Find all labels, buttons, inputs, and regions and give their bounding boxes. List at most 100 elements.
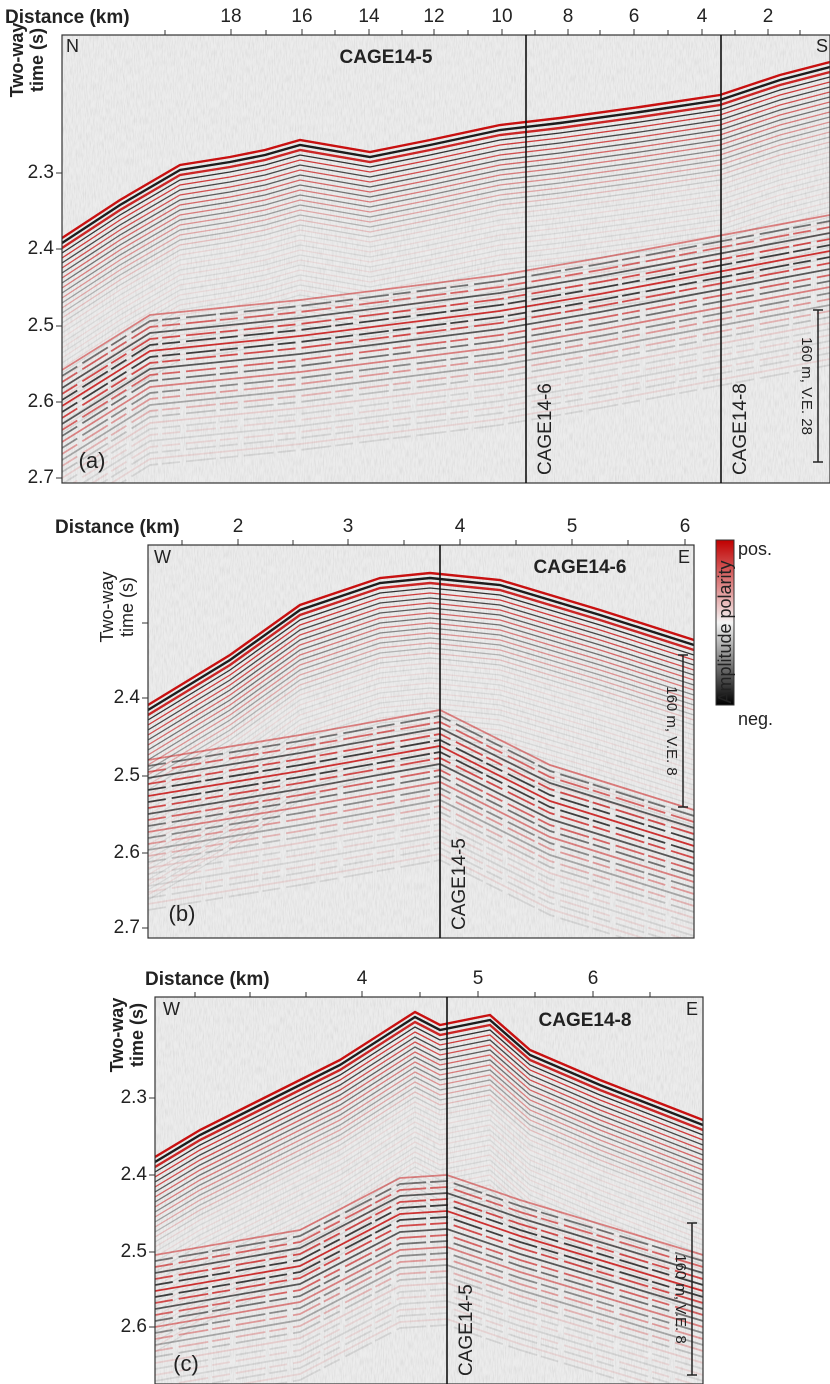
reflector (62, 316, 830, 473)
reflector (155, 1036, 703, 1183)
x-tick-label: 5 (567, 516, 578, 537)
reflector (62, 298, 830, 455)
reflector (148, 576, 694, 712)
y-axis-title: Two-way (97, 571, 117, 642)
panel-label: (a) (79, 448, 106, 473)
x-tick-label: 12 (423, 6, 444, 27)
reflector (155, 1186, 703, 1268)
y-tick-label: 2.5 (114, 765, 140, 786)
y-tick-label: 2.5 (121, 1241, 147, 1262)
reflector (155, 1111, 703, 1258)
reflector (62, 181, 830, 359)
reflector (155, 1020, 703, 1169)
x-axis-title: Distance (km) (145, 969, 270, 990)
y-tick-label: 2.5 (28, 315, 54, 336)
reflector (62, 220, 830, 377)
reflector (62, 211, 830, 389)
reflector (148, 747, 694, 881)
y-axis-title: time (s) (27, 28, 47, 92)
corner-label: S (816, 36, 828, 56)
reflector (148, 602, 694, 736)
reflector (155, 1141, 703, 1288)
reflector (155, 1091, 703, 1238)
reflector (148, 607, 694, 741)
panel-label: (c) (173, 1351, 199, 1376)
reflector (148, 647, 694, 781)
reflector (62, 304, 830, 461)
reflector (148, 597, 694, 731)
noise (155, 997, 703, 1384)
reflector (148, 677, 694, 811)
reflector (155, 1121, 703, 1268)
reflector (155, 1270, 703, 1352)
reflector (62, 216, 830, 394)
reflector (271, 1324, 637, 1384)
x-axis-title: Distance (km) (55, 517, 180, 538)
colorbar-title: Amplitude polarity (715, 560, 735, 703)
x-tick-label: 4 (697, 6, 708, 27)
reflector (155, 1258, 703, 1340)
reflector (155, 1252, 703, 1334)
y-tick-label: 2.6 (121, 1316, 147, 1337)
reflector (148, 592, 694, 726)
reflector (155, 1294, 703, 1376)
reflector (148, 617, 694, 751)
reflector (62, 111, 830, 289)
reflector (62, 156, 830, 334)
reflector (148, 757, 694, 891)
reflector (155, 1206, 703, 1353)
reflector (148, 571, 694, 707)
reflector (148, 652, 694, 786)
reflector (148, 672, 694, 806)
y-axis-title: time (s) (127, 1003, 147, 1067)
reflector (155, 1076, 703, 1223)
reflector (155, 1101, 703, 1248)
reflector (81, 340, 830, 483)
reflector (62, 280, 830, 437)
reflector (155, 1056, 703, 1203)
reflector (155, 1031, 703, 1178)
reflector (90, 346, 830, 483)
corner-label: E (678, 547, 690, 567)
colorbar-bottom: neg. (738, 709, 773, 729)
reflector (148, 752, 694, 886)
reflector (62, 81, 830, 259)
reflector (155, 1161, 703, 1308)
y-tick-label: 2.3 (28, 162, 54, 183)
reflector (148, 662, 694, 796)
reflector (62, 186, 830, 364)
reflector (62, 206, 830, 384)
reflector (119, 364, 830, 483)
reflector (71, 334, 830, 483)
seismic-image (148, 545, 694, 938)
reflector (62, 286, 830, 443)
y-axis-title: Two-way (7, 23, 27, 98)
reflector (155, 1234, 703, 1316)
reflector (155, 1210, 703, 1292)
frame (147, 544, 695, 939)
reflector (155, 1282, 703, 1364)
scale-label: 160 m, V.E. 8 (672, 1254, 689, 1344)
reflector (62, 328, 830, 483)
reflector (62, 60, 830, 240)
reflector (155, 1176, 703, 1323)
reflector (62, 116, 830, 294)
reflector (155, 1051, 703, 1198)
reflector (148, 632, 694, 766)
crossing-label: CAGE14-6 (535, 383, 556, 475)
reflector (155, 1046, 703, 1193)
reflector (155, 1071, 703, 1218)
reflector (148, 612, 694, 746)
reflector (62, 214, 830, 371)
x-tick-label: 2 (233, 516, 244, 537)
reflector (155, 1116, 703, 1263)
y-tick-label: 2.7 (114, 917, 140, 938)
reflector (148, 697, 694, 831)
reflector (62, 141, 830, 319)
reflector (62, 231, 830, 409)
corner-label: N (66, 36, 79, 56)
reflector (155, 1288, 703, 1370)
reflector (62, 201, 830, 379)
reflector (155, 1061, 703, 1208)
reflector (155, 1041, 703, 1188)
